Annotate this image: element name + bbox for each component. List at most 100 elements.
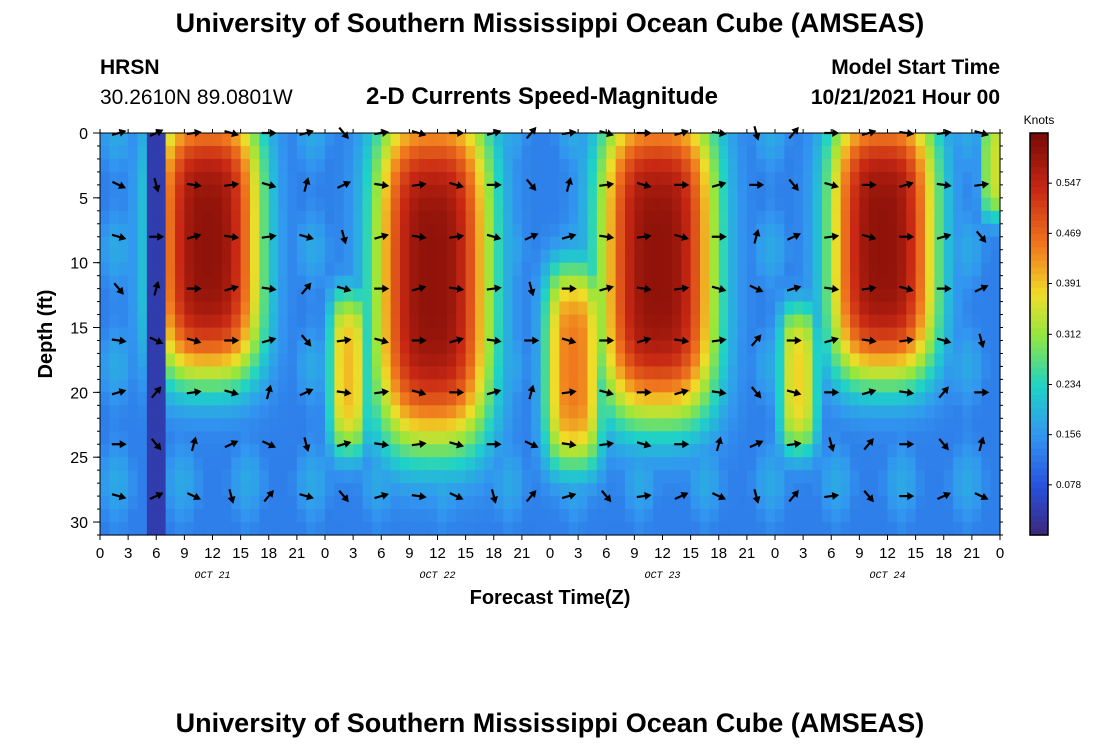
heatmap-cell xyxy=(821,275,832,290)
heatmap-cell xyxy=(353,470,364,484)
heatmap-cell xyxy=(475,158,485,173)
heatmap-cell xyxy=(118,145,129,160)
heatmap-cell xyxy=(475,392,485,406)
heatmap-cell xyxy=(784,184,795,199)
heatmap-cell xyxy=(296,184,307,199)
heatmap-cell xyxy=(775,405,785,419)
heatmap-cell xyxy=(596,262,607,277)
heatmap-cell xyxy=(925,470,935,484)
heatmap-cell xyxy=(521,496,532,510)
heatmap-cell xyxy=(306,483,317,497)
heatmap-cell xyxy=(175,431,185,445)
heatmap-cell xyxy=(850,496,860,510)
heatmap-cell xyxy=(137,301,148,316)
heatmap-cell xyxy=(737,444,748,458)
heatmap-cell xyxy=(859,145,870,160)
heatmap-cell xyxy=(550,405,560,419)
heatmap-cell xyxy=(915,184,926,199)
heatmap-cell xyxy=(371,184,382,199)
heatmap-cell xyxy=(896,249,907,264)
heatmap-cell xyxy=(878,133,889,147)
heatmap-cell xyxy=(193,392,204,406)
heatmap-cell xyxy=(737,392,748,406)
heatmap-cell xyxy=(465,184,476,199)
heatmap-cell xyxy=(250,223,260,238)
heatmap-cell xyxy=(400,171,410,186)
vector-arrow xyxy=(974,492,989,501)
heatmap-cell xyxy=(559,366,570,380)
heatmap-cell xyxy=(981,236,992,251)
heatmap-cell xyxy=(775,353,785,368)
heatmap-cell xyxy=(306,366,317,380)
heatmap-cell xyxy=(521,509,532,523)
heatmap-cell xyxy=(240,483,251,497)
heatmap-cell xyxy=(606,496,617,510)
heatmap-cell xyxy=(334,418,345,432)
heatmap-cell xyxy=(578,145,589,160)
heatmap-cell xyxy=(596,392,607,406)
heatmap-cell xyxy=(737,288,748,303)
heatmap-cell xyxy=(756,288,767,303)
heatmap-cell xyxy=(690,509,701,523)
heatmap-cell xyxy=(775,327,785,342)
heatmap-cell xyxy=(821,470,832,484)
heatmap-cell xyxy=(662,133,673,147)
heatmap-cell xyxy=(231,470,242,484)
heatmap-cell xyxy=(118,275,129,290)
heatmap-cell xyxy=(709,275,720,290)
heatmap-cell xyxy=(596,249,607,264)
heatmap-cell xyxy=(821,301,832,316)
heatmap-cell xyxy=(446,457,457,471)
heatmap-cell xyxy=(812,509,823,523)
arrow-head xyxy=(907,232,915,241)
heatmap-cell xyxy=(934,197,945,212)
heatmap-cell xyxy=(934,288,945,303)
arrow-head xyxy=(302,177,311,185)
heatmap-cell xyxy=(803,457,814,471)
heatmap-cell xyxy=(653,379,664,393)
heatmap-cell xyxy=(381,184,392,199)
heatmap-cell xyxy=(596,158,607,173)
heatmap-cell xyxy=(737,353,748,368)
heatmap-cell xyxy=(662,249,673,264)
heatmap-cell xyxy=(296,379,307,393)
heatmap-cell xyxy=(493,171,504,186)
heatmap-cell xyxy=(343,431,354,445)
heatmap-cell xyxy=(728,418,739,432)
heatmap-cell xyxy=(587,522,598,536)
heatmap-cell xyxy=(184,197,195,212)
heatmap-cell xyxy=(343,418,354,432)
heatmap-cell xyxy=(493,483,504,497)
arrow-head xyxy=(831,491,840,500)
heatmap-cell xyxy=(775,210,785,225)
heatmap-cell xyxy=(484,223,495,238)
heatmap-cell xyxy=(718,340,729,355)
heatmap-cell xyxy=(868,483,879,497)
heatmap-cell xyxy=(446,236,457,251)
heatmap-cell xyxy=(643,444,654,458)
heatmap-cell xyxy=(203,288,214,303)
colorbar-swatch xyxy=(1030,508,1048,516)
heatmap-cell xyxy=(193,522,204,536)
heatmap-cell xyxy=(681,483,692,497)
heatmap-cell xyxy=(381,145,392,160)
heatmap-cell xyxy=(681,353,692,368)
heatmap-cell xyxy=(475,509,485,523)
heatmap-cell xyxy=(681,431,692,445)
heatmap-cell xyxy=(231,392,242,406)
heatmap-cell xyxy=(146,431,157,445)
heatmap-cell xyxy=(390,405,401,419)
heatmap-cell xyxy=(418,275,429,290)
heatmap-cell xyxy=(981,223,992,238)
heatmap-cell xyxy=(643,379,654,393)
vector-arrow xyxy=(599,440,615,449)
heatmap-cell xyxy=(587,431,598,445)
heatmap-cell xyxy=(390,457,401,471)
heatmap-cell xyxy=(981,275,992,290)
heatmap-cell xyxy=(981,145,992,160)
heatmap-cell xyxy=(671,145,682,160)
heatmap-cell xyxy=(812,444,823,458)
heatmap-cell xyxy=(728,223,739,238)
heatmap-cell xyxy=(334,197,345,212)
heatmap-cell xyxy=(343,171,354,186)
